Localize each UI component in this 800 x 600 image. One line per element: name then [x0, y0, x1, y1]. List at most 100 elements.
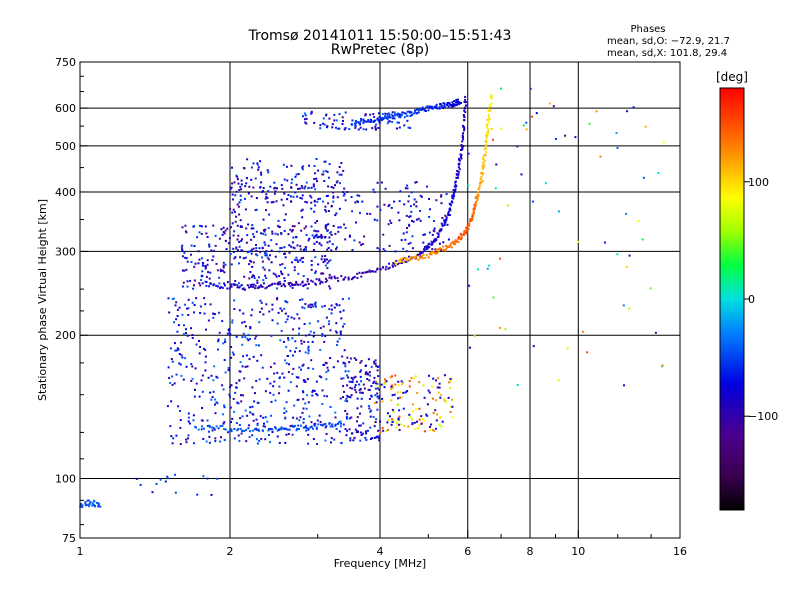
data-point: [179, 419, 182, 422]
data-point: [289, 228, 292, 231]
data-point: [360, 243, 363, 246]
data-point: [276, 322, 279, 325]
data-point: [305, 407, 308, 410]
data-point: [447, 210, 450, 213]
data-point: [176, 330, 179, 333]
data-point: [408, 126, 411, 129]
data-point: [264, 228, 267, 231]
data-point: [192, 287, 195, 290]
data-point: [306, 287, 309, 290]
data-point: [407, 242, 410, 245]
data-point: [334, 423, 337, 426]
data-point: [293, 247, 296, 250]
data-point: [485, 139, 488, 142]
data-point: [280, 233, 283, 235]
data-point: [302, 256, 305, 259]
data-point: [276, 283, 279, 286]
data-point: [338, 421, 341, 424]
data-point: [458, 168, 461, 171]
data-point: [356, 194, 359, 197]
data-point: [368, 269, 371, 272]
data-point: [245, 428, 248, 431]
data-point: [304, 246, 307, 248]
data-point: [394, 250, 397, 253]
data-point: [265, 277, 268, 279]
data-point: [256, 279, 259, 282]
data-point: [482, 167, 485, 170]
data-point: [320, 244, 323, 247]
data-point: [462, 145, 465, 148]
data-point: [226, 281, 229, 284]
data-point: [372, 270, 375, 273]
data-point: [360, 434, 363, 436]
data-point: [327, 260, 330, 263]
data-point: [173, 321, 175, 324]
data-point: [249, 259, 252, 262]
data-point: [429, 425, 431, 428]
data-point: [271, 308, 274, 311]
data-point: [388, 120, 391, 123]
data-point: [309, 194, 312, 197]
data-point: [257, 344, 260, 347]
data-point: [233, 283, 236, 286]
data-point: [397, 397, 400, 400]
data-point: [476, 193, 479, 196]
data-point: [623, 384, 625, 387]
data-point: [353, 376, 356, 379]
data-point: [191, 377, 194, 380]
data-point: [386, 421, 389, 424]
data-point: [209, 271, 212, 274]
data-point: [283, 246, 286, 249]
data-point: [295, 385, 298, 388]
data-point: [336, 171, 339, 174]
data-point: [398, 219, 401, 222]
data-point: [296, 195, 299, 198]
data-point: [175, 349, 178, 352]
data-point: [428, 216, 431, 218]
data-point: [186, 285, 189, 288]
data-point: [221, 424, 224, 427]
data-point: [477, 188, 480, 191]
data-point: [307, 427, 310, 430]
grid-lines: [80, 62, 680, 538]
data-point: [235, 422, 238, 425]
data-point: [370, 118, 372, 121]
data-point: [290, 200, 293, 203]
data-point: [320, 258, 323, 261]
data-point: [326, 241, 329, 244]
data-point: [302, 407, 305, 410]
data-point: [232, 251, 235, 253]
data-point: [327, 210, 330, 212]
data-point: [309, 426, 312, 429]
data-point: [398, 415, 401, 418]
data-point: [258, 378, 261, 381]
data-point: [615, 132, 618, 134]
data-point: [464, 98, 467, 101]
data-point: [223, 282, 226, 285]
data-point: [330, 205, 333, 207]
data-point: [220, 286, 223, 289]
data-point: [215, 401, 218, 404]
data-point: [327, 323, 330, 326]
data-point: [257, 166, 260, 169]
data-point: [279, 339, 282, 342]
data-point: [393, 113, 396, 116]
data-point: [319, 235, 322, 238]
y-tick-label: 100: [55, 473, 76, 486]
data-point: [486, 123, 489, 126]
data-point: [406, 110, 409, 113]
data-point: [340, 422, 343, 425]
data-point: [249, 327, 252, 330]
data-point: [230, 226, 232, 229]
data-point: [320, 376, 323, 379]
data-point: [358, 194, 361, 197]
data-point: [311, 394, 314, 397]
data-point: [330, 249, 333, 252]
data-point: [420, 252, 423, 255]
data-point: [342, 325, 344, 328]
data-point: [329, 406, 332, 408]
data-point: [324, 205, 327, 208]
data-point: [231, 182, 234, 185]
data-point: [331, 243, 334, 246]
data-point: [222, 264, 225, 267]
